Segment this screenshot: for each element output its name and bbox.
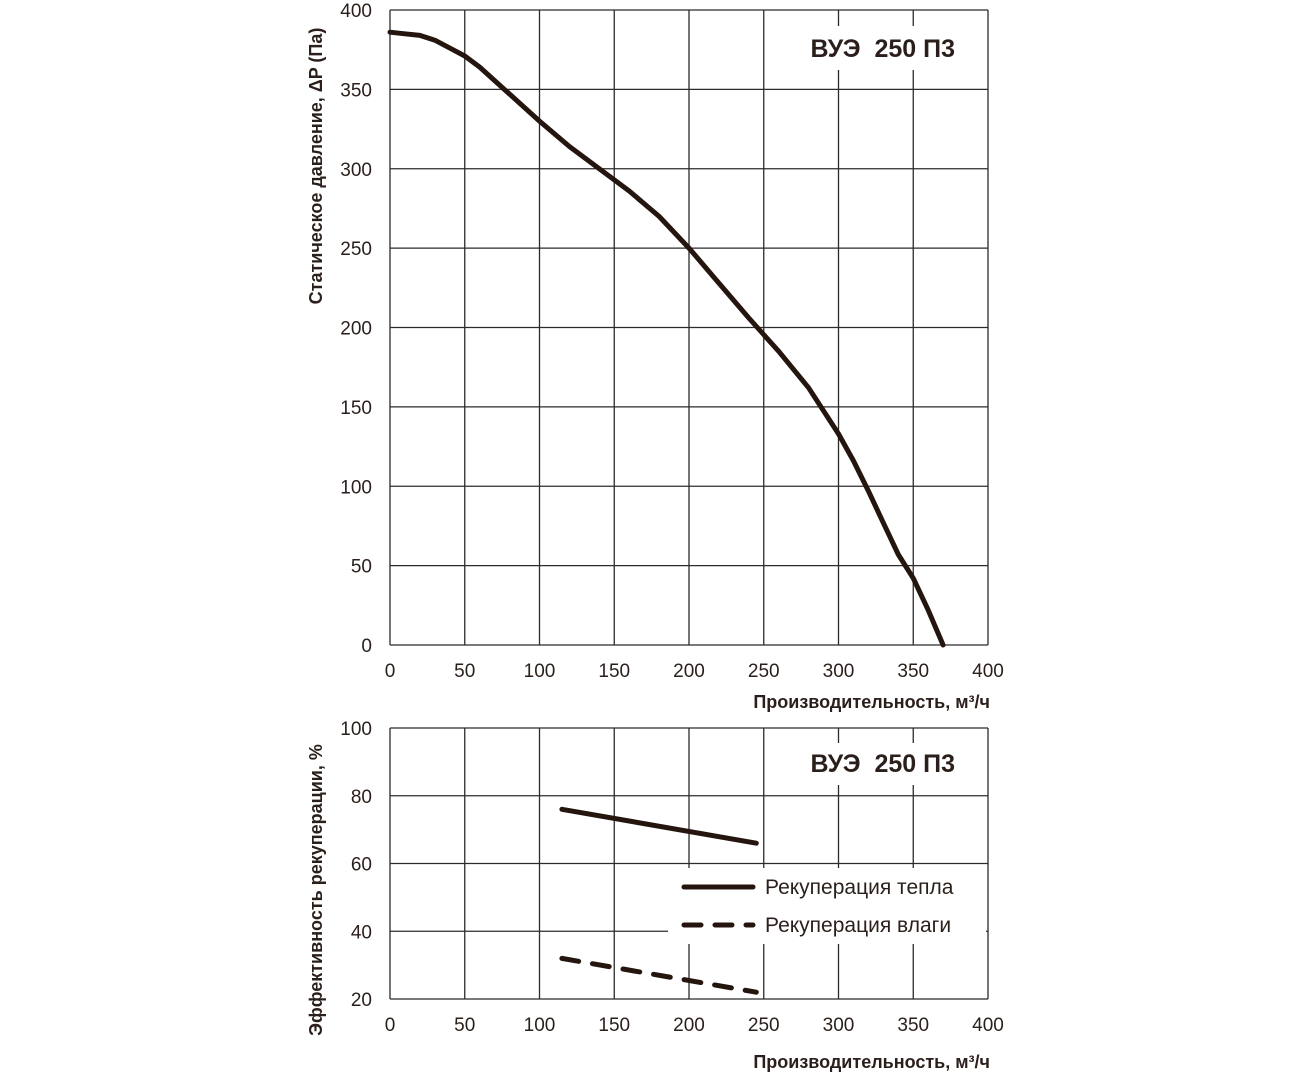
pressure-chart-x-tick-label: 400 [972,661,1004,682]
efficiency-chart-x-tick-label: 0 [385,1015,396,1036]
efficiency-chart-x-tick-label: 100 [524,1015,556,1036]
pressure-chart-x-tick-label: 0 [385,661,396,682]
efficiency-chart-series [559,806,759,995]
efficiency-chart-y-tick-label: 40 [351,922,372,943]
efficiency-chart-x-tick-label: 200 [673,1015,705,1036]
legend-label-moisture: Рекуперация влаги [765,914,951,937]
efficiency-chart-series-line-2 [559,955,759,995]
efficiency-chart-legend: Рекуперация тепла Рекуперация влаги [668,868,986,944]
efficiency-chart-series-line-1 [559,806,759,846]
efficiency-chart-title: ВУЭ 250 П3 [810,750,955,778]
pressure-chart-y-ticks: 0 50 100 150 200 250 300 350 400 [340,1,372,657]
efficiency-chart-y-tick-label: 80 [351,787,372,808]
pressure-chart-y-tick-label: 250 [340,239,372,260]
efficiency-chart: 0 50 100 150 200 250 300 350 400 20 40 60 80 100 ВУЭ… [306,719,1004,1072]
pressure-chart-x-axis-title: Производительность, м³/ч [753,692,990,712]
pressure-chart-y-axis-title: Статическое давление, ΔP (Па) [306,28,326,305]
efficiency-chart-x-tick-label: 50 [454,1015,475,1036]
pressure-chart-y-tick-label: 150 [340,398,372,419]
efficiency-chart-y-tick-label: 100 [340,719,372,740]
pressure-chart-x-tick-label: 200 [673,661,705,682]
pressure-chart-title: ВУЭ 250 П3 [810,35,955,63]
efficiency-chart-x-tick-label: 150 [598,1015,630,1036]
pressure-chart-grid [389,9,989,646]
pressure-chart-y-tick-label: 400 [340,1,372,22]
pressure-chart-y-tick-label: 0 [361,636,372,657]
pressure-chart-y-tick-label: 100 [340,477,372,498]
efficiency-chart-y-axis-title: Эффективность рекуперации, % [306,744,326,1036]
pressure-chart-y-tick-label: 50 [351,557,372,578]
pressure-chart-series-line-1 [387,29,946,648]
efficiency-chart-x-tick-label: 250 [748,1015,780,1036]
pressure-chart-title-bg [780,26,976,70]
legend-label-heat: Рекуперация тепла [765,876,954,899]
pressure-chart-x-ticks: 0 50 100 150 200 250 300 350 400 [385,661,1004,682]
efficiency-chart-x-tick-label: 350 [897,1015,929,1036]
pressure-chart-x-tick-label: 250 [748,661,780,682]
pressure-chart-y-tick-label: 200 [340,319,372,340]
efficiency-chart-title-bg [780,743,976,785]
efficiency-chart-y-ticks: 20 40 60 80 100 [340,719,372,1011]
pressure-chart-x-tick-label: 350 [897,661,929,682]
pressure-chart-series [387,29,946,648]
legend-background [668,868,986,944]
efficiency-chart-x-axis-title: Производительность, м³/ч [753,1052,990,1072]
efficiency-chart-x-tick-label: 400 [972,1015,1004,1036]
pressure-chart-x-tick-label: 300 [823,661,855,682]
pressure-chart: 0 50 100 150 200 250 300 350 400 0 50 100 150 200 250… [306,1,1004,712]
efficiency-chart-x-ticks: 0 50 100 150 200 250 300 350 400 [385,1015,1004,1036]
efficiency-chart-y-tick-label: 20 [351,990,372,1011]
pressure-chart-x-tick-label: 50 [454,661,475,682]
pressure-chart-x-tick-label: 150 [598,661,630,682]
pressure-chart-y-tick-label: 300 [340,160,372,181]
pressure-chart-x-tick-label: 100 [524,661,556,682]
efficiency-chart-grid [389,727,989,1000]
pressure-chart-y-tick-label: 350 [340,80,372,101]
efficiency-chart-x-tick-label: 300 [823,1015,855,1036]
efficiency-chart-y-tick-label: 60 [351,855,372,876]
